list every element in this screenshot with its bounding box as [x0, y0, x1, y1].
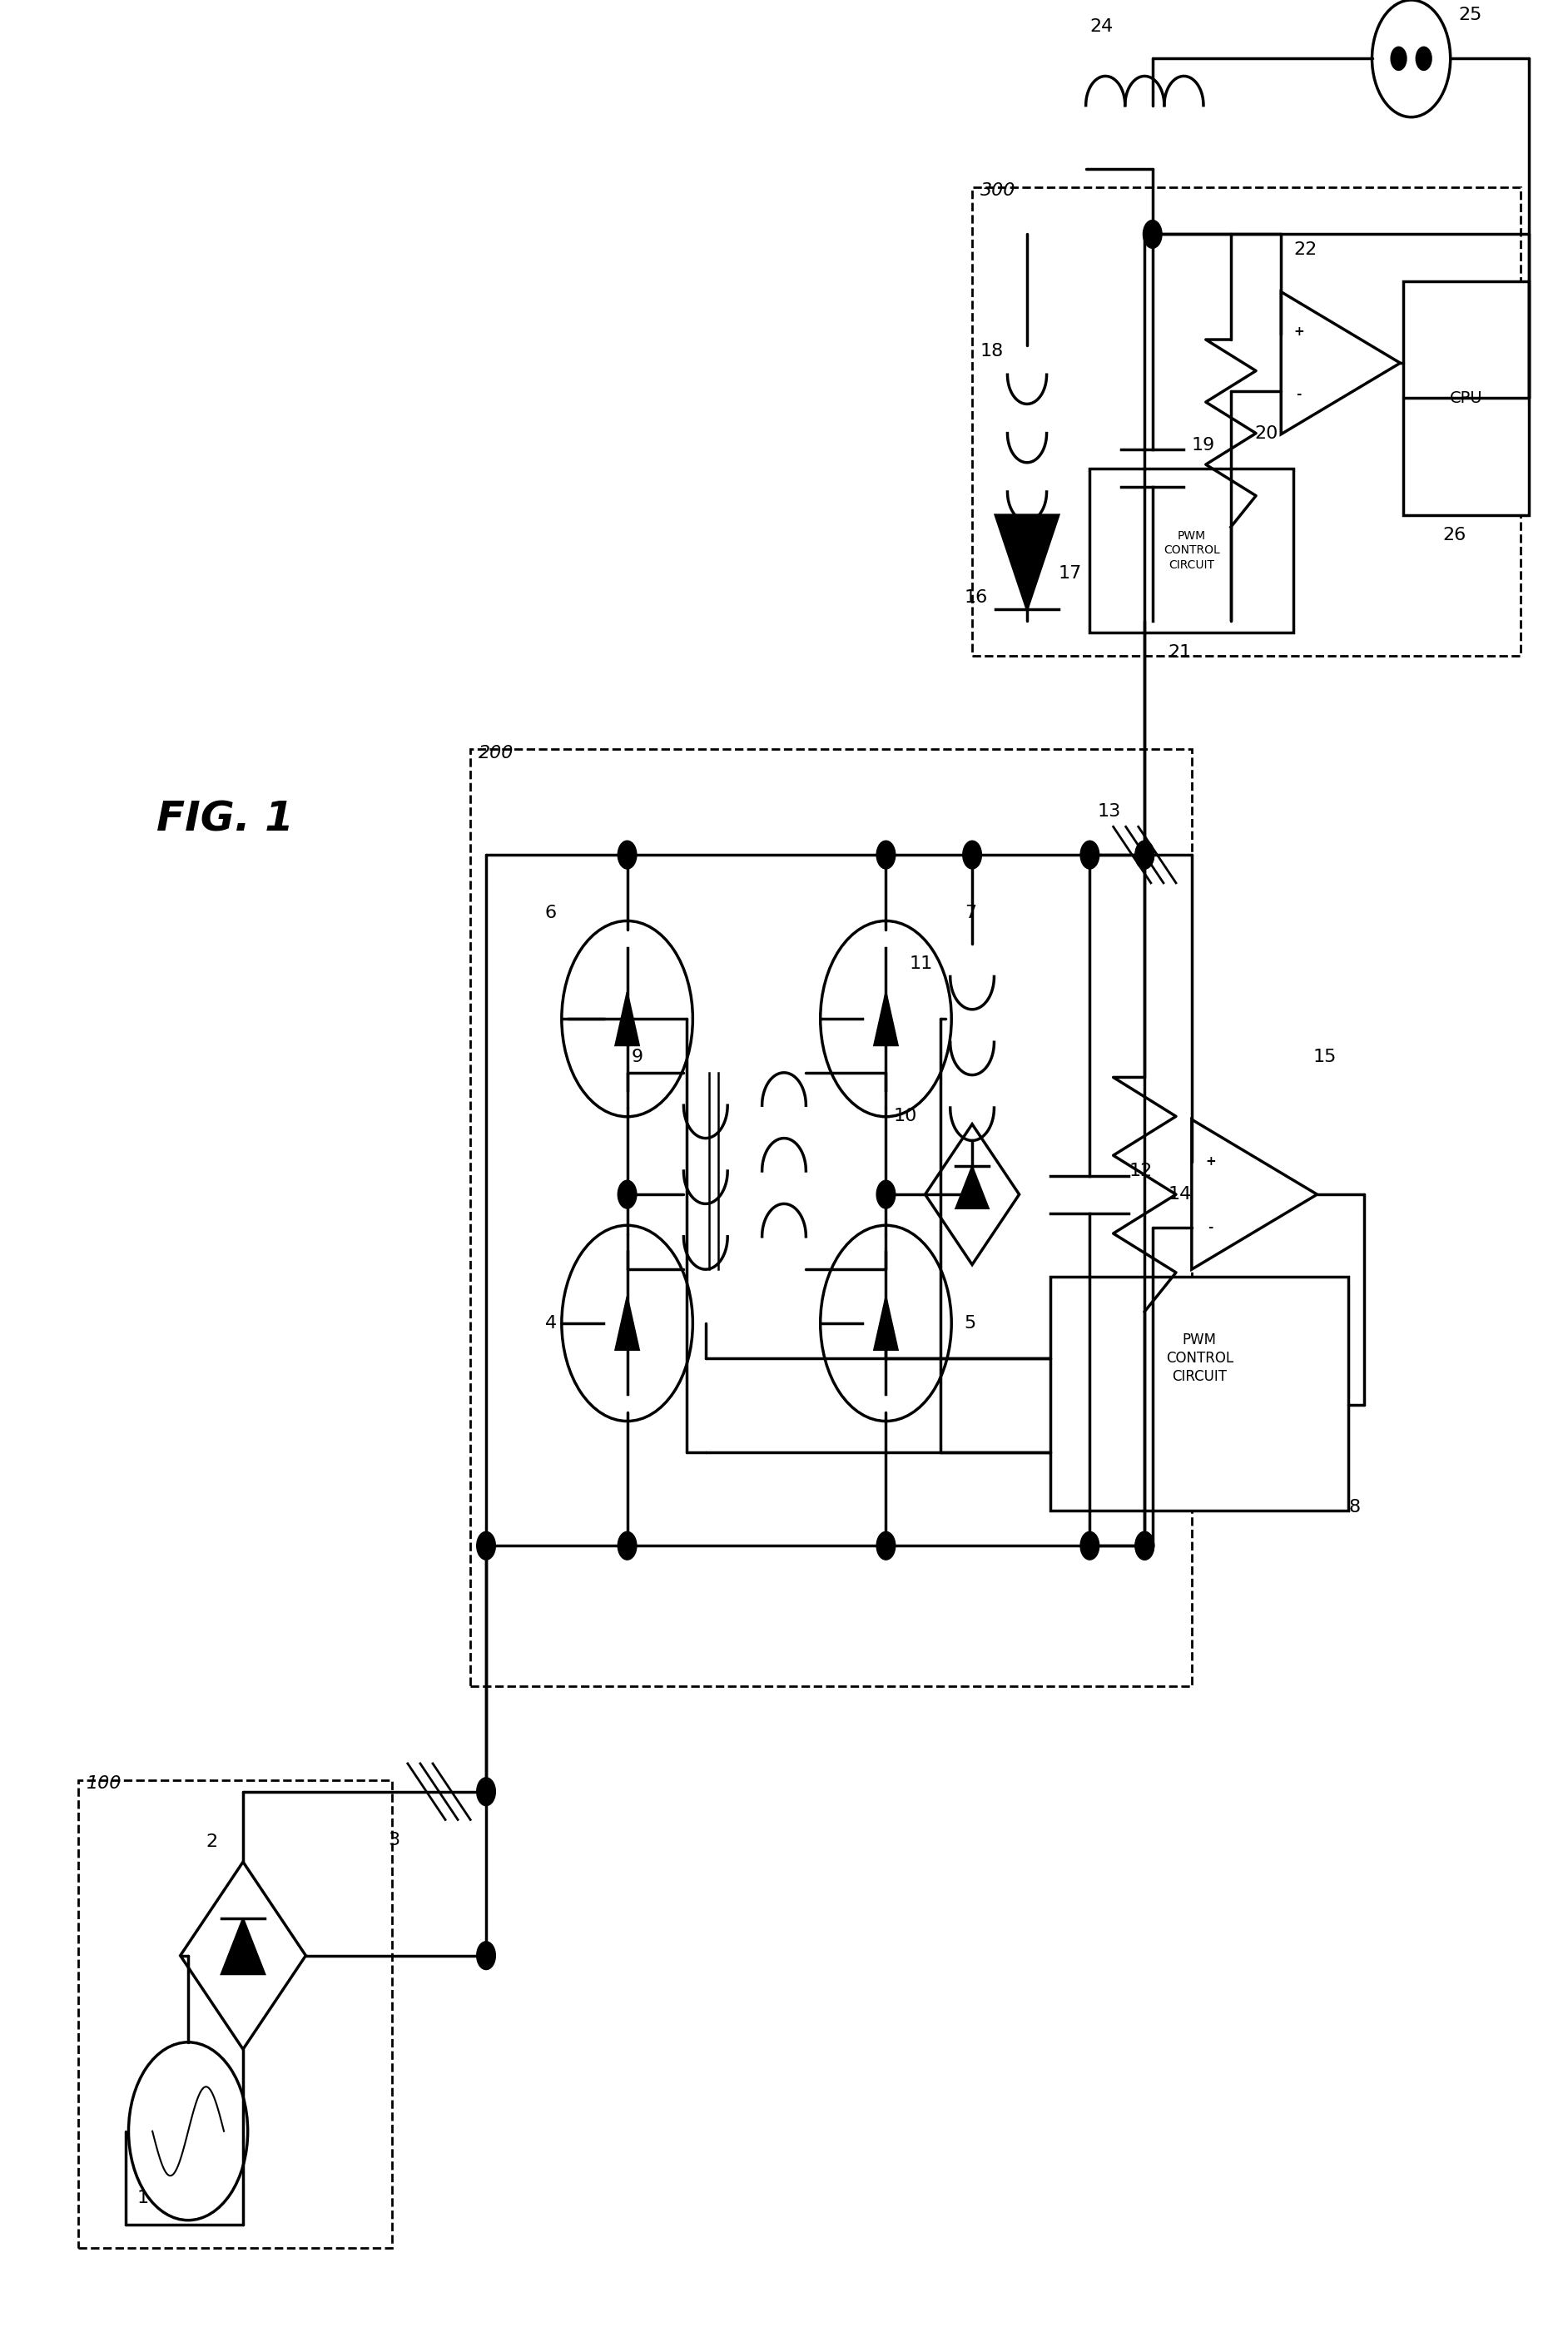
Text: 14: 14	[1168, 1185, 1192, 1204]
Polygon shape	[1192, 1119, 1317, 1269]
Text: 22: 22	[1294, 241, 1317, 258]
Circle shape	[963, 841, 982, 869]
Polygon shape	[1281, 293, 1400, 433]
Text: 4: 4	[546, 1314, 557, 1333]
Text: 6: 6	[546, 904, 557, 923]
Text: PWM
CONTROL
CIRCUIT: PWM CONTROL CIRCUIT	[1163, 529, 1220, 571]
Polygon shape	[180, 1862, 306, 2049]
Bar	[470, 749, 1192, 1686]
Circle shape	[1416, 47, 1432, 70]
Bar	[78, 1780, 392, 2248]
Text: 100: 100	[86, 1775, 121, 1792]
Text: 25: 25	[1458, 7, 1482, 23]
Polygon shape	[615, 993, 640, 1045]
Bar	[972, 187, 1521, 656]
Circle shape	[877, 1180, 895, 1208]
Text: 19: 19	[1192, 436, 1215, 454]
Polygon shape	[996, 515, 1058, 609]
Text: 18: 18	[980, 342, 1004, 361]
Circle shape	[618, 1532, 637, 1560]
Text: 10: 10	[894, 1108, 917, 1124]
Text: +: +	[1206, 1155, 1215, 1169]
Text: 17: 17	[1058, 564, 1082, 583]
Circle shape	[1135, 841, 1154, 869]
Circle shape	[477, 1942, 495, 1970]
Circle shape	[877, 1532, 895, 1560]
Polygon shape	[925, 1124, 1019, 1265]
Circle shape	[477, 1532, 495, 1560]
Circle shape	[1080, 1532, 1099, 1560]
Text: 7: 7	[964, 904, 975, 923]
Bar	[1403, 281, 1529, 515]
Circle shape	[1080, 841, 1099, 869]
Text: 26: 26	[1443, 527, 1466, 543]
Text: 20: 20	[1254, 424, 1278, 443]
Text: 200: 200	[478, 745, 513, 761]
Circle shape	[618, 1180, 637, 1208]
Circle shape	[877, 841, 895, 869]
Text: 16: 16	[964, 588, 988, 607]
Text: 3: 3	[389, 1831, 400, 1848]
Text: +: +	[1294, 326, 1305, 337]
Text: 5: 5	[964, 1314, 977, 1333]
Bar	[1090, 468, 1294, 632]
Circle shape	[618, 841, 637, 869]
Polygon shape	[873, 993, 898, 1045]
Circle shape	[1391, 47, 1406, 70]
Text: -: -	[1207, 1220, 1214, 1234]
Text: FIG. 1: FIG. 1	[157, 799, 295, 841]
Text: CPU: CPU	[1449, 391, 1483, 405]
Text: 21: 21	[1168, 644, 1192, 660]
Bar	[1051, 1276, 1348, 1511]
Text: PWM
CONTROL
CIRCUIT: PWM CONTROL CIRCUIT	[1165, 1333, 1234, 1384]
Text: 2: 2	[205, 1834, 218, 1850]
Polygon shape	[615, 1297, 640, 1349]
Circle shape	[963, 1180, 982, 1208]
Polygon shape	[873, 1297, 898, 1349]
Text: 9: 9	[632, 1049, 643, 1066]
Circle shape	[477, 1778, 495, 1806]
Circle shape	[1135, 1532, 1154, 1560]
Text: 13: 13	[1098, 803, 1121, 820]
Circle shape	[1135, 1532, 1154, 1560]
Polygon shape	[221, 1918, 265, 1974]
Text: -: -	[1297, 389, 1301, 400]
Text: 24: 24	[1090, 19, 1113, 35]
Text: 12: 12	[1129, 1162, 1152, 1180]
Text: 11: 11	[909, 956, 933, 972]
Polygon shape	[956, 1166, 988, 1208]
Circle shape	[1135, 841, 1154, 869]
Text: 300: 300	[980, 183, 1014, 199]
Text: 15: 15	[1312, 1049, 1338, 1066]
Circle shape	[1143, 220, 1162, 248]
Text: 8: 8	[1348, 1499, 1359, 1515]
Text: 1: 1	[138, 2190, 149, 2206]
